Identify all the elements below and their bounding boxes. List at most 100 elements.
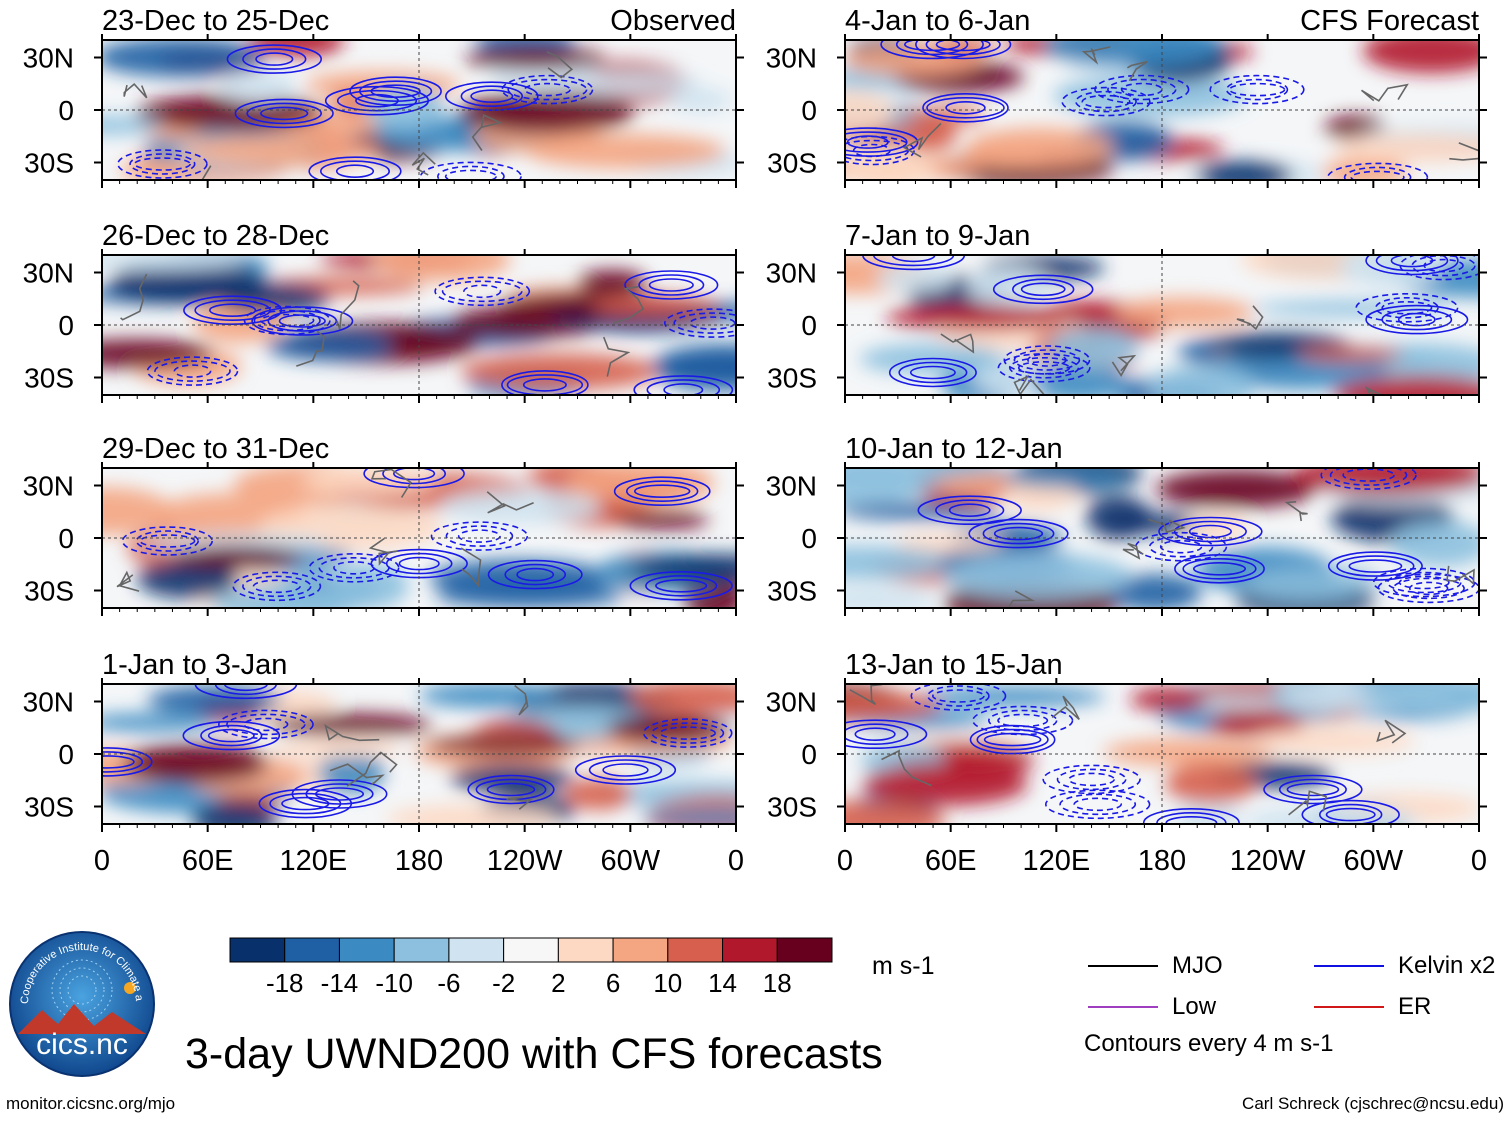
panel-title: 26-Dec to 28-Dec [102,220,329,252]
kelvin-contour [1375,255,1449,272]
wind-anomaly [1390,520,1479,567]
wind-anomaly [102,713,216,732]
coastline [201,165,212,180]
colorbar-swatch [229,937,286,963]
kelvin-contour [845,723,909,745]
kelvin-contour [1399,255,1479,281]
kelvin-contour [457,529,501,543]
kelvin-contour [246,102,323,125]
kelvin-contour [135,530,199,552]
kelvin-contour [217,709,314,740]
wind-anomaly [121,744,268,783]
y-tick-label: 0 [801,739,817,770]
panel-title: 23-Dec to 25-Dec [102,5,329,37]
wind-anomaly [147,685,282,715]
kelvin-contour [335,164,375,178]
wind-anomaly [615,510,710,530]
kelvin-contour [1148,535,1214,558]
kelvin-contour [1398,575,1450,590]
kelvin-contour [173,364,212,378]
y-tick-label: 0 [801,310,817,341]
kelvin-contour [993,526,1044,541]
panel-title: 29-Dec to 31-Dec [102,433,329,465]
colorbar-tick-label: 10 [653,968,682,998]
kelvin-contour [1381,300,1433,315]
kelvin-contour [1327,551,1423,581]
wind-anomaly [216,283,330,314]
kelvin-contour [182,720,281,751]
coastline [329,763,385,785]
wind-anomaly [102,255,244,271]
y-tick-label: 0 [58,739,74,770]
wind-anomaly [1249,727,1416,755]
wind-anomaly [1195,160,1293,180]
wind-anomaly [919,686,1106,707]
kelvin-contour [915,40,1012,60]
colorbar-units: m s-1 [872,952,935,980]
y-tick-label: 0 [58,95,74,126]
panel-title: 7-Jan to 9-Jan [845,220,1030,252]
kelvin-contour [945,101,986,115]
kelvin-contour [935,499,1005,522]
kelvin-contour [1159,539,1203,554]
wind-anomaly [1155,469,1317,509]
wind-anomaly [669,88,733,113]
x-tick-label: 180 [1138,845,1186,877]
kelvin-contour [651,722,725,744]
coastline [612,285,645,324]
cics-logo: Cooperative Institute for Climate and Sa… [8,930,155,1077]
legend-item-er: ER [1314,993,1431,1021]
y-tick-label: 0 [58,523,74,554]
site-url: monitor.cicsnc.org/mjo [6,1094,176,1113]
kelvin-contour [154,360,231,382]
y-tick-label: 30N [766,687,817,718]
kelvin-contour [139,534,196,548]
kelvin-contour [659,726,717,740]
y-tick-label: 0 [58,310,74,341]
wind-anomaly [962,145,1046,168]
y-tick-label: 30S [24,148,74,179]
wind-field [102,40,736,180]
y-tick-label: 0 [801,523,817,554]
coastline [1288,790,1328,816]
kelvin-contour [1377,573,1479,604]
kelvin-contour [516,567,555,582]
wind-anomaly [1242,568,1368,603]
column-label-observed: Observed [610,5,736,37]
kelvin-contour [588,759,663,781]
kelvin-contour [1042,764,1141,795]
wind-anomaly [629,684,736,716]
wind-anomaly [181,135,381,167]
kelvin-contour [663,383,704,395]
kelvin-contour [194,299,271,322]
kelvin-contour [102,755,135,769]
legend-label-er: ER [1398,993,1432,1020]
wind-anomaly [438,489,602,525]
kelvin-contour [1061,86,1151,117]
wind-anomaly [845,150,935,180]
y-tick-label: 30N [766,43,817,74]
kelvin-contour [363,468,465,489]
kelvin-contour [1020,282,1066,297]
kelvin-contour [1320,468,1417,490]
wind-anomaly [302,468,437,496]
coastline [368,537,399,566]
kelvin-contour [1397,312,1436,327]
wind-field [102,255,736,395]
kelvin-contour [888,357,977,388]
coastline [370,468,412,498]
kelvin-contour [1329,468,1408,486]
wind-anomaly [386,804,559,824]
panel-5: 30N 0 30S 4-Jan to 6-Jan CFS Forecast [766,5,1487,188]
coastline [902,122,942,158]
wind-anomaly [876,263,955,292]
legend-item-mjo: MJO [1088,952,1223,980]
kelvin-contour [898,361,968,384]
panel-title: 1-Jan to 3-Jan [102,649,287,681]
kelvin-contour [1134,531,1228,562]
wind-anomaly [590,295,718,317]
x-tick-label: 120E [279,845,347,877]
kelvin-contour [1301,799,1400,824]
kelvin-contour [314,787,364,801]
contour-note: Contours every 4 m s-1 [1084,1030,1334,1057]
